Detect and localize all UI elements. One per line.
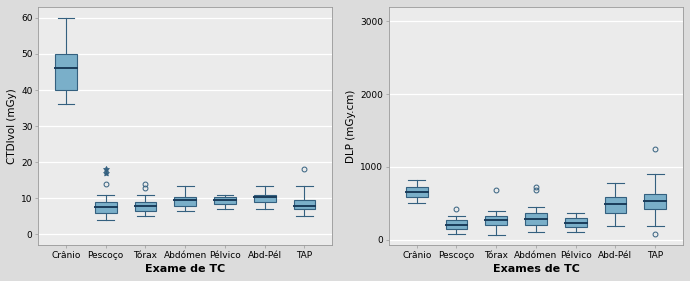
X-axis label: Exame de TC: Exame de TC	[145, 264, 226, 274]
Bar	[406, 187, 428, 197]
Bar	[293, 200, 315, 209]
Bar	[485, 216, 507, 225]
Bar	[525, 213, 547, 225]
Y-axis label: DLP (mGy.cm): DLP (mGy.cm)	[346, 89, 356, 163]
Bar	[214, 197, 236, 204]
Bar	[604, 197, 627, 213]
Bar	[135, 202, 157, 211]
Bar	[95, 202, 117, 213]
Bar	[175, 197, 196, 206]
Bar	[644, 194, 666, 209]
X-axis label: Exames de TC: Exames de TC	[493, 264, 580, 274]
Y-axis label: CTDIvol (mGy): CTDIvol (mGy)	[7, 88, 17, 164]
Bar	[565, 218, 586, 227]
Bar	[254, 195, 276, 202]
Bar	[446, 220, 467, 229]
Bar	[55, 54, 77, 90]
